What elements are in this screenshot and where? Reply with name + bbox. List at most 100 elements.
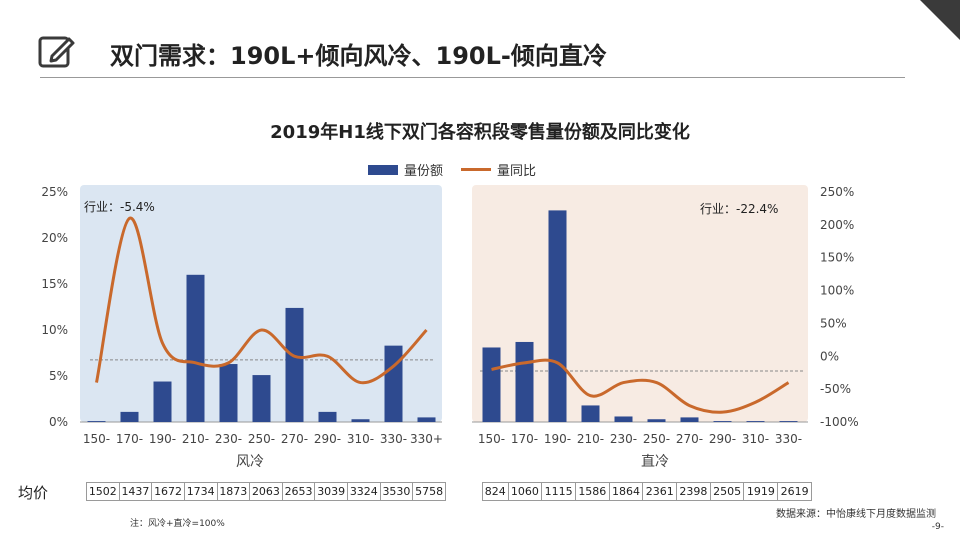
bar-直冷-8 bbox=[746, 421, 765, 422]
y-left-tick: 20% bbox=[41, 231, 68, 245]
avg-price-cell: 1115 bbox=[541, 482, 576, 501]
y-right-tick: 100% bbox=[820, 284, 854, 298]
avg-price-cell: 2361 bbox=[642, 482, 678, 501]
bar-风冷-10 bbox=[417, 417, 436, 422]
data-source: 数据来源：中怡康线下月度数据监测 bbox=[776, 509, 936, 520]
avg-price-cell: 5758 bbox=[412, 482, 446, 501]
x-tick-label: 250- bbox=[248, 432, 275, 446]
avg-price-cell: 1734 bbox=[183, 482, 218, 501]
bar-风冷-9 bbox=[384, 345, 403, 422]
avg-price-cell: 824 bbox=[482, 482, 509, 501]
avg-price-label: 均价 bbox=[18, 484, 49, 502]
x-tick-label: 190- bbox=[544, 432, 571, 446]
x-tick-label: 150- bbox=[478, 432, 505, 446]
bar-风冷-6 bbox=[285, 307, 304, 422]
y-left-tick: 5% bbox=[49, 369, 68, 383]
y-right-tick: -50% bbox=[820, 382, 851, 396]
bar-直冷-0 bbox=[482, 347, 501, 422]
bar-风冷-3 bbox=[186, 274, 205, 422]
x-tick-label: 170- bbox=[511, 432, 538, 446]
edit-icon bbox=[38, 36, 75, 68]
page-title: 双门需求：190L+倾向风冷、190L-倾向直冷 bbox=[110, 42, 607, 70]
x-tick-label: 230- bbox=[215, 432, 242, 446]
bar-直冷-4 bbox=[614, 416, 633, 422]
avg-price-cell: 1437 bbox=[118, 482, 153, 501]
x-tick-label: 250- bbox=[643, 432, 670, 446]
avg-price-table-left: 1502 1437 1672 1734 1873 2063 2653 3039 3324 3530… bbox=[86, 482, 446, 501]
bar-直冷-2 bbox=[548, 210, 567, 422]
legend-line-label: 量同比 bbox=[497, 164, 537, 179]
x-tick-label: 330- bbox=[775, 432, 802, 446]
avg-price-cell: 1873 bbox=[216, 482, 251, 501]
page-number: -9- bbox=[931, 522, 944, 532]
avg-price-cell: 1502 bbox=[86, 482, 120, 501]
avg-price-cell: 1672 bbox=[151, 482, 185, 501]
legend-bar-label: 量份额 bbox=[404, 164, 444, 179]
x-tick-label: 330- bbox=[380, 432, 407, 446]
industry-label: 行业：-5.4% bbox=[84, 200, 155, 214]
legend-bar-swatch bbox=[368, 164, 398, 175]
x-tick-label: 210- bbox=[182, 432, 209, 446]
x-tick-label: 290- bbox=[709, 432, 736, 446]
yoy-line-直冷 bbox=[491, 358, 790, 414]
x-tick-label: 290- bbox=[314, 432, 341, 446]
yoy-line-风冷 bbox=[95, 216, 428, 385]
chart-canvas: 0% 5% 10% 15% 20% 25% -100% -50% 0% 50% 100% 150% 20… bbox=[41, 185, 859, 470]
bar-直冷-3 bbox=[581, 405, 600, 422]
footnote: 注：风冷+直冷=100% bbox=[130, 519, 225, 529]
y-left-tick: 0% bbox=[49, 415, 68, 429]
bar-风冷-1 bbox=[120, 411, 139, 422]
bar-风冷-4 bbox=[219, 364, 238, 422]
bar-风冷-8 bbox=[351, 419, 370, 422]
avg-price-cell: 2398 bbox=[676, 482, 711, 501]
bar-风冷-7 bbox=[318, 411, 337, 422]
bar-直冷-7 bbox=[713, 421, 732, 422]
x-tick-label: 330+ bbox=[410, 432, 443, 446]
avg-price-cell: 3039 bbox=[314, 482, 348, 501]
y-left-tick: 10% bbox=[41, 323, 68, 337]
y-left-tick: 15% bbox=[41, 277, 68, 291]
group-label: 风冷 bbox=[236, 454, 264, 470]
bar-风冷-5 bbox=[252, 375, 271, 422]
avg-price-cell: 1919 bbox=[743, 482, 779, 501]
y-left-tick: 25% bbox=[41, 185, 68, 199]
y-right-tick: 50% bbox=[820, 316, 847, 330]
bar-直冷-1 bbox=[515, 341, 534, 422]
bar-直冷-9 bbox=[779, 421, 798, 422]
avg-price-cell: 1060 bbox=[507, 482, 543, 501]
x-tick-label: 310- bbox=[347, 432, 374, 446]
y-right-tick: -100% bbox=[820, 415, 859, 429]
y-right-tick: 200% bbox=[820, 218, 854, 232]
avg-price-cell: 2505 bbox=[709, 482, 745, 501]
x-tick-label: 150- bbox=[83, 432, 110, 446]
avg-price-cell: 1864 bbox=[608, 482, 644, 501]
bar-风冷-2 bbox=[153, 381, 172, 422]
panel-air-cooled bbox=[80, 185, 442, 422]
x-tick-label: 230- bbox=[610, 432, 637, 446]
avg-price-cell: 1586 bbox=[574, 482, 610, 501]
avg-price-cell: 2619 bbox=[777, 482, 812, 501]
x-tick-label: 310- bbox=[742, 432, 769, 446]
chart-legend: 量份额 量同比 bbox=[368, 160, 536, 179]
avg-price-cell: 2063 bbox=[249, 482, 283, 501]
avg-price-cell: 2653 bbox=[281, 482, 316, 501]
x-tick-label: 170- bbox=[116, 432, 143, 446]
y-right-tick: 0% bbox=[820, 349, 839, 363]
bar-直冷-6 bbox=[680, 417, 699, 422]
y-right-tick: 250% bbox=[820, 185, 854, 199]
chart-title: 2019年H1线下双门各容积段零售量份额及同比变化 bbox=[270, 122, 690, 143]
x-tick-label: 210- bbox=[577, 432, 604, 446]
avg-price-cell: 3530 bbox=[379, 482, 414, 501]
title-divider bbox=[40, 77, 905, 78]
x-tick-label: 270- bbox=[281, 432, 308, 446]
industry-label: 行业：-22.4% bbox=[700, 202, 778, 216]
legend-line-swatch bbox=[461, 168, 492, 171]
y-right-tick: 150% bbox=[820, 251, 854, 265]
x-tick-label: 270- bbox=[676, 432, 703, 446]
corner-decoration bbox=[920, 0, 960, 40]
bar-风冷-0 bbox=[87, 421, 106, 422]
bar-直冷-5 bbox=[647, 419, 666, 422]
avg-price-table-right: 824 1060 1115 1586 1864 2361 2398 2505 1919 2619 bbox=[482, 482, 812, 501]
avg-price-cell: 3324 bbox=[347, 482, 381, 501]
group-label: 直冷 bbox=[641, 453, 669, 470]
